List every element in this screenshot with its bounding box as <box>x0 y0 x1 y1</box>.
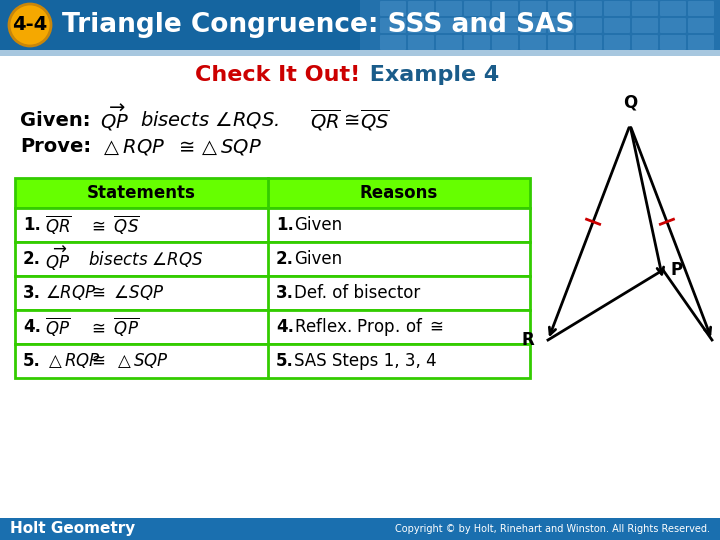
Text: 1.: 1. <box>276 216 294 234</box>
FancyBboxPatch shape <box>632 35 658 50</box>
Text: 1.: 1. <box>23 216 41 234</box>
Text: Q: Q <box>623 93 637 111</box>
FancyBboxPatch shape <box>576 35 602 50</box>
FancyBboxPatch shape <box>492 18 518 33</box>
Text: Given: Given <box>294 216 342 234</box>
FancyBboxPatch shape <box>360 0 720 50</box>
FancyBboxPatch shape <box>548 18 574 33</box>
Text: Check It Out!: Check It Out! <box>194 65 360 85</box>
Text: 4-4: 4-4 <box>12 16 48 35</box>
FancyBboxPatch shape <box>632 18 658 33</box>
FancyBboxPatch shape <box>0 50 720 56</box>
Text: Holt Geometry: Holt Geometry <box>10 522 135 537</box>
Text: $\triangle$$RQP$: $\triangle$$RQP$ <box>45 352 101 370</box>
FancyBboxPatch shape <box>436 18 462 33</box>
FancyBboxPatch shape <box>632 1 658 16</box>
FancyBboxPatch shape <box>604 18 630 33</box>
Circle shape <box>9 4 51 46</box>
FancyBboxPatch shape <box>688 35 714 50</box>
FancyBboxPatch shape <box>464 35 490 50</box>
FancyBboxPatch shape <box>576 18 602 33</box>
Text: $\overline{QP}$: $\overline{QP}$ <box>45 315 70 339</box>
Text: $\cong$: $\cong$ <box>340 111 360 130</box>
FancyBboxPatch shape <box>408 18 434 33</box>
Text: $\angle$$RQP$: $\angle$$RQP$ <box>45 284 96 302</box>
Text: $\cong$: $\cong$ <box>175 138 195 157</box>
FancyBboxPatch shape <box>520 35 546 50</box>
FancyBboxPatch shape <box>15 344 530 378</box>
Text: Triangle Congruence: SSS and SAS: Triangle Congruence: SSS and SAS <box>62 12 575 38</box>
FancyBboxPatch shape <box>15 276 530 310</box>
FancyBboxPatch shape <box>0 518 720 540</box>
FancyBboxPatch shape <box>15 178 530 208</box>
FancyBboxPatch shape <box>604 1 630 16</box>
FancyBboxPatch shape <box>408 1 434 16</box>
FancyBboxPatch shape <box>660 1 686 16</box>
FancyBboxPatch shape <box>15 242 530 276</box>
Text: 5.: 5. <box>23 352 41 370</box>
Text: Given:: Given: <box>20 111 91 130</box>
FancyBboxPatch shape <box>520 1 546 16</box>
Text: bisects $\angle$$RQS$.: bisects $\angle$$RQS$. <box>140 110 279 131</box>
Text: $\cong$ $\triangle$$SQP$: $\cong$ $\triangle$$SQP$ <box>83 352 169 370</box>
Text: $\overrightarrow{QP}$: $\overrightarrow{QP}$ <box>45 245 70 273</box>
Text: $\overline{QS}$: $\overline{QS}$ <box>360 107 390 133</box>
Text: $\overline{QR}$: $\overline{QR}$ <box>310 107 341 133</box>
Text: Copyright © by Holt, Rinehart and Winston. All Rights Reserved.: Copyright © by Holt, Rinehart and Winsto… <box>395 524 710 534</box>
FancyBboxPatch shape <box>660 35 686 50</box>
Text: 4.: 4. <box>276 318 294 336</box>
Text: 5.: 5. <box>276 352 294 370</box>
FancyBboxPatch shape <box>15 208 530 242</box>
FancyBboxPatch shape <box>492 35 518 50</box>
FancyBboxPatch shape <box>464 1 490 16</box>
Text: $\overline{QR}$: $\overline{QR}$ <box>45 213 71 237</box>
FancyBboxPatch shape <box>380 1 406 16</box>
Text: Reasons: Reasons <box>360 184 438 202</box>
FancyBboxPatch shape <box>0 0 720 50</box>
FancyBboxPatch shape <box>380 18 406 33</box>
Text: bisects $\angle$$RQS$: bisects $\angle$$RQS$ <box>83 249 204 269</box>
Text: R: R <box>521 331 534 349</box>
FancyBboxPatch shape <box>436 35 462 50</box>
FancyBboxPatch shape <box>436 1 462 16</box>
Text: 4.: 4. <box>23 318 41 336</box>
Text: Statements: Statements <box>87 184 196 202</box>
FancyBboxPatch shape <box>464 18 490 33</box>
Text: Prove:: Prove: <box>20 138 91 157</box>
FancyBboxPatch shape <box>688 1 714 16</box>
FancyBboxPatch shape <box>576 1 602 16</box>
Text: 2.: 2. <box>23 250 41 268</box>
Text: P: P <box>671 261 683 279</box>
Text: $\triangle SQP$: $\triangle SQP$ <box>198 137 262 157</box>
Text: 3.: 3. <box>276 284 294 302</box>
Text: 2.: 2. <box>276 250 294 268</box>
Text: $\cong$ $\overline{QS}$: $\cong$ $\overline{QS}$ <box>83 213 140 237</box>
FancyBboxPatch shape <box>520 18 546 33</box>
FancyBboxPatch shape <box>408 35 434 50</box>
FancyBboxPatch shape <box>548 35 574 50</box>
FancyBboxPatch shape <box>548 1 574 16</box>
FancyBboxPatch shape <box>15 310 530 344</box>
Text: $\overrightarrow{QP}$: $\overrightarrow{QP}$ <box>100 103 129 133</box>
Text: $\cong$ $\overline{QP}$: $\cong$ $\overline{QP}$ <box>83 315 139 339</box>
Text: Def. of bisector: Def. of bisector <box>294 284 420 302</box>
FancyBboxPatch shape <box>492 1 518 16</box>
Text: Reflex. Prop. of $\cong$: Reflex. Prop. of $\cong$ <box>294 316 444 338</box>
Text: Example 4: Example 4 <box>362 65 499 85</box>
FancyBboxPatch shape <box>604 35 630 50</box>
FancyBboxPatch shape <box>688 18 714 33</box>
Text: $\cong$ $\angle$$SQP$: $\cong$ $\angle$$SQP$ <box>83 284 164 302</box>
Text: Given: Given <box>294 250 342 268</box>
Text: 3.: 3. <box>23 284 41 302</box>
Text: SAS Steps 1, 3, 4: SAS Steps 1, 3, 4 <box>294 352 436 370</box>
FancyBboxPatch shape <box>660 18 686 33</box>
Text: $\triangle RQP$: $\triangle RQP$ <box>100 137 165 157</box>
FancyBboxPatch shape <box>380 35 406 50</box>
